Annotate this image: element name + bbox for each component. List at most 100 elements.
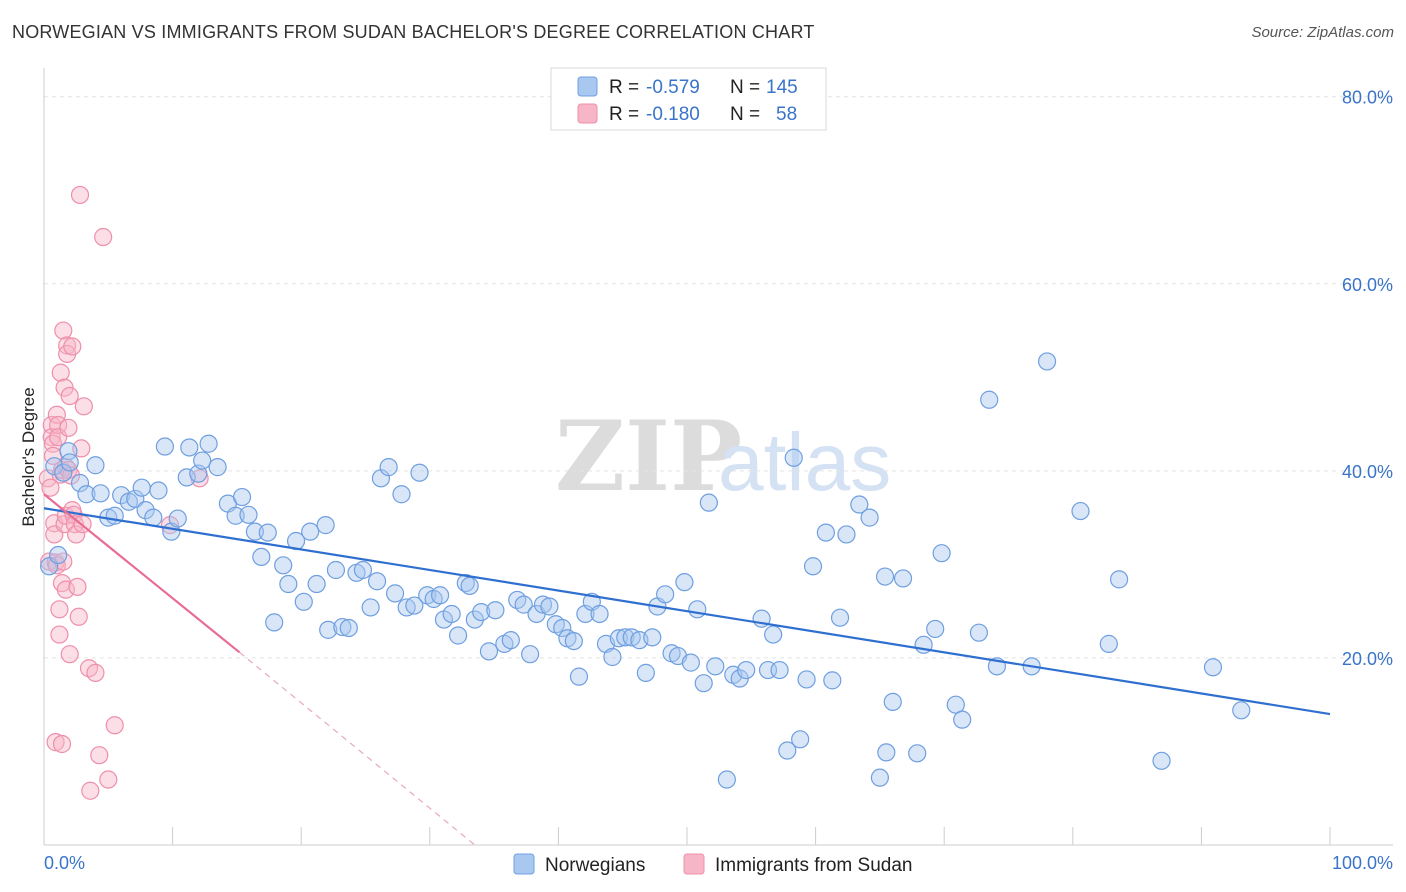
norwegian-point-85: [590, 604, 609, 624]
norwegian-point-49: [361, 598, 380, 617]
sudan-point-51: [94, 227, 113, 247]
sudan-point-31: [59, 418, 78, 437]
sudan-point-49: [86, 663, 105, 682]
sudan-point-43: [70, 185, 90, 205]
norwegian-point-67: [472, 602, 491, 622]
norwegian-point-143: [1203, 658, 1223, 677]
norwegian-point-37: [279, 574, 298, 594]
norwegian-point-118: [823, 671, 842, 690]
gridlines: [44, 96, 1393, 659]
bottom-legend-swatch-norwegians: [513, 853, 535, 875]
sudan-point-46: [74, 397, 93, 416]
norwegian-point-57: [410, 463, 429, 482]
norwegian-point-103: [706, 657, 725, 676]
norwegian-point-68: [479, 642, 499, 661]
trend-line-sudan: [43, 493, 241, 654]
norwegian-point-42: [316, 516, 335, 535]
norwegian-point-39: [294, 592, 313, 611]
norwegian-point-48: [353, 560, 373, 580]
norwegian-point-40: [301, 522, 320, 541]
norwegian-point-130: [926, 619, 945, 639]
norwegian-point-95: [656, 585, 675, 604]
sudan-point-33: [60, 645, 79, 664]
sudan-point-27: [56, 580, 75, 599]
norwegian-point-131: [932, 544, 951, 563]
bottom-legend: Norwegians Immigrants from Sudan: [513, 853, 912, 876]
trend-line-norwegians: [43, 507, 1331, 716]
norwegian-point-33: [252, 547, 271, 567]
norwegian-point-44: [326, 560, 346, 580]
norwegian-point-74: [521, 645, 540, 664]
sudan-point-37: [63, 337, 82, 356]
norwegian-point-102: [699, 493, 718, 512]
norwegian-point-17: [144, 508, 163, 527]
sudan-point-23: [54, 321, 73, 340]
sudan-point-41: [68, 577, 87, 596]
y-tick-label-3: 80.0%: [1342, 88, 1393, 108]
norwegian-point-121: [850, 495, 869, 514]
norwegian-point-144: [1232, 701, 1251, 720]
norwegian-point-9: [91, 484, 110, 503]
norwegian-point-29: [226, 506, 245, 525]
watermark: ZIP atlas: [555, 400, 891, 513]
sudan-point-50: [90, 746, 109, 765]
norwegian-point-18: [149, 481, 168, 500]
norwegian-point-36: [274, 556, 293, 575]
norwegian-point-2: [49, 545, 68, 565]
norwegian-point-23: [180, 438, 199, 457]
norwegian-point-99: [681, 653, 700, 672]
norwegian-point-132: [946, 695, 965, 714]
sudan-point-2: [41, 478, 60, 497]
norwegian-point-93: [643, 628, 662, 647]
sudan-point-40: [67, 525, 86, 544]
norwegian-point-65: [460, 576, 479, 596]
norwegian-points: [40, 352, 1251, 789]
norwegian-point-117: [816, 523, 835, 542]
norwegian-point-77: [540, 597, 559, 616]
norwegian-point-115: [797, 670, 816, 689]
sudan-point-16: [50, 600, 69, 619]
norwegian-point-81: [564, 631, 583, 651]
norwegian-point-22: [177, 468, 196, 487]
x-tick-label-max: 100.0%: [1332, 853, 1393, 873]
norwegian-point-124: [875, 567, 895, 586]
norwegian-point-120: [837, 525, 856, 544]
norwegian-point-46: [339, 618, 358, 638]
norwegian-point-140: [1099, 634, 1118, 653]
norwegian-point-112: [778, 741, 797, 760]
norwegian-point-82: [569, 667, 589, 686]
norwegian-point-135: [980, 390, 999, 409]
norwegian-point-62: [442, 604, 461, 624]
norwegian-point-88: [609, 629, 628, 648]
norwegian-point-25: [193, 451, 212, 470]
legend-r-label-2: R =: [609, 104, 639, 125]
norwegian-point-26: [199, 434, 218, 453]
sudan-point-10: [46, 733, 65, 752]
norwegian-point-76: [533, 595, 553, 614]
norwegian-point-35: [265, 613, 284, 632]
norwegian-point-63: [448, 626, 468, 645]
legend: R = -0.579 N = 145 R = -0.180 N = 58: [550, 67, 827, 131]
norwegian-point-53: [385, 584, 405, 603]
sudan-point-15: [50, 625, 69, 644]
norwegian-point-114: [791, 730, 810, 749]
sudan-point-53: [105, 716, 124, 735]
norwegian-point-101: [694, 674, 713, 693]
legend-n-label-1: N =: [730, 77, 760, 98]
y-tick-label-1: 40.0%: [1342, 462, 1393, 482]
norwegian-point-134: [969, 623, 989, 642]
legend-n-value-1: 145: [766, 77, 798, 98]
norwegian-point-87: [603, 647, 622, 667]
norwegian-point-41: [307, 574, 326, 594]
norwegian-point-127: [893, 569, 913, 588]
norwegian-point-98: [675, 573, 694, 592]
norwegian-point-141: [1109, 570, 1129, 589]
y-tick-label-0: 20.0%: [1342, 649, 1393, 669]
norwegian-point-52: [379, 458, 398, 477]
x-axis-ticks: [43, 827, 1331, 845]
norwegian-point-123: [870, 768, 890, 787]
sudan-point-18: [51, 363, 70, 382]
norwegian-point-8: [86, 456, 105, 475]
norwegian-point-142: [1152, 751, 1171, 770]
